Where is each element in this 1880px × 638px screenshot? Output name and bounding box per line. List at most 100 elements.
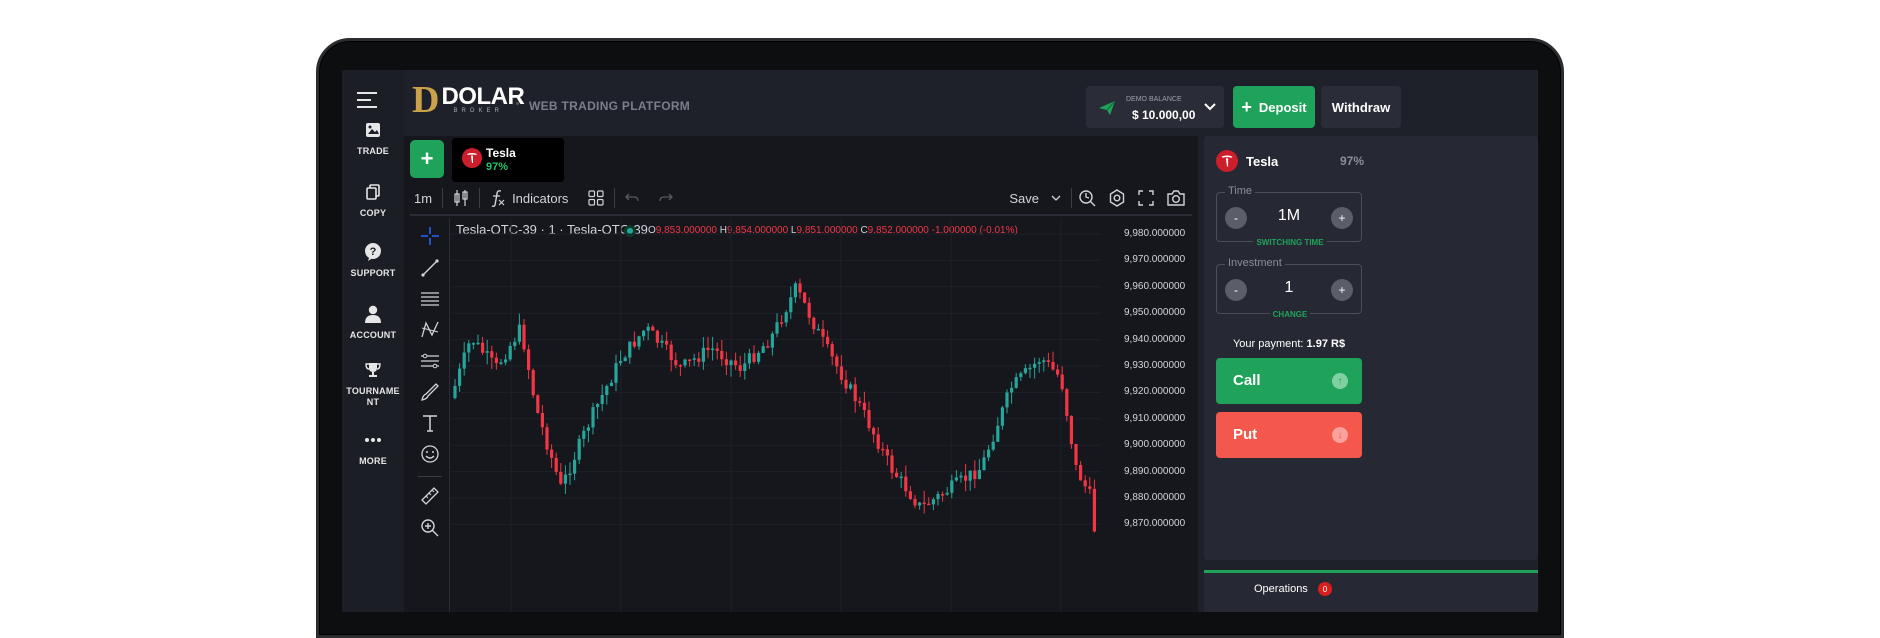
candle-body <box>701 347 705 362</box>
time-decrement-button[interactable]: - <box>1225 207 1247 229</box>
candle-body <box>490 351 494 358</box>
candle-body <box>844 379 848 389</box>
sidebar-item-copy[interactable]: COPY <box>342 182 404 219</box>
sidebar: TRADE COPY ? SUPPORT ACCOUNT TOURNAME NT… <box>342 70 404 612</box>
sidebar-item-support[interactable]: ? SUPPORT <box>342 242 404 279</box>
indicators-button[interactable]: Indicators <box>480 182 578 214</box>
candle-body <box>458 368 462 386</box>
templates-button[interactable] <box>578 182 614 214</box>
candle-body <box>1051 361 1055 370</box>
candle-body <box>904 476 908 492</box>
candle-body <box>628 341 632 358</box>
sidebar-item-label: COPY <box>359 208 387 218</box>
candle-body <box>724 359 728 366</box>
svg-text:?: ? <box>370 246 377 258</box>
fullscreen-button[interactable] <box>1132 182 1160 214</box>
zoom-in-icon[interactable] <box>420 518 440 538</box>
ruler-icon[interactable] <box>420 486 440 506</box>
brand-logo[interactable]: D DOLAR BROKER <box>412 81 525 119</box>
close-value: 9,852.000000 <box>867 225 929 236</box>
top-header: D DOLAR BROKER WEB TRADING PLATFORM DEMO… <box>404 70 1538 130</box>
balance-selector[interactable]: DEMO BALANCE $ 10.000,00 <box>1086 86 1224 128</box>
deposit-button[interactable]: + Deposit <box>1233 86 1315 128</box>
arrow-down-icon: ↓ <box>1332 427 1348 443</box>
screenshot-button[interactable] <box>1160 182 1192 214</box>
candle-body <box>715 348 719 351</box>
candle-body <box>660 340 664 343</box>
toolbar-divider <box>479 188 481 208</box>
asset-tab-tesla[interactable]: Tesla 97% <box>452 138 564 182</box>
candle-body <box>775 322 779 334</box>
candle-body <box>1056 369 1060 375</box>
put-button[interactable]: Put ↓ <box>1216 412 1362 458</box>
payment-value: 1.97 R$ <box>1306 338 1346 350</box>
candle-body <box>803 292 807 303</box>
candle-body <box>849 384 853 389</box>
investment-input[interactable] <box>1257 279 1321 297</box>
candle-body <box>945 492 949 495</box>
save-button[interactable]: Save <box>999 182 1071 214</box>
time-input[interactable] <box>1257 207 1321 225</box>
candle-body <box>536 395 540 414</box>
redo-button[interactable] <box>649 182 683 214</box>
pattern-icon[interactable] <box>420 320 440 340</box>
function-icon <box>491 190 505 207</box>
candle-body <box>655 330 659 343</box>
candle-type-button[interactable] <box>443 182 479 214</box>
candle-body <box>1088 486 1092 489</box>
toolbar-divider <box>614 188 616 208</box>
candlestick-chart[interactable] <box>451 218 1101 612</box>
investment-increment-button[interactable]: + <box>1331 279 1353 301</box>
balance-value: $ 10.000,00 <box>1132 108 1196 122</box>
text-tool-icon[interactable] <box>420 413 440 433</box>
sidebar-item-trade[interactable]: TRADE <box>342 120 404 157</box>
sidebar-item-tournament[interactable]: TOURNAME NT <box>342 360 404 408</box>
fib-lines-icon[interactable] <box>420 289 440 309</box>
investment-decrement-button[interactable]: - <box>1225 279 1247 301</box>
price-tick: 9,910.000000 <box>1124 413 1186 424</box>
undo-button[interactable] <box>615 182 649 214</box>
selected-asset-payout: 97% <box>1340 154 1365 168</box>
projection-icon[interactable] <box>420 351 440 371</box>
gear-icon <box>1109 189 1125 207</box>
interval-button[interactable]: 1m <box>410 182 442 214</box>
timer-search-icon <box>1079 190 1096 207</box>
call-button[interactable]: Call ↑ <box>1216 358 1362 404</box>
candle-body <box>623 357 627 362</box>
hamburger-menu-icon[interactable] <box>357 92 377 108</box>
candle-body <box>987 449 991 458</box>
payment-summary: Your payment: 1.97 R$ <box>1216 338 1362 350</box>
sidebar-item-more[interactable]: MORE <box>342 430 404 467</box>
candle-body <box>467 343 471 353</box>
price-axis[interactable]: 9,980.000000 9,970.000000 9,960.000000 9… <box>1104 218 1198 612</box>
trendline-icon[interactable] <box>420 258 440 278</box>
candle-body <box>545 427 549 450</box>
time-increment-button[interactable]: + <box>1331 207 1353 229</box>
settings-button[interactable] <box>1102 182 1132 214</box>
candle-body <box>881 448 885 451</box>
asset-payout: 97% <box>486 161 509 173</box>
candle-body <box>1028 367 1032 370</box>
quick-search-button[interactable] <box>1072 182 1102 214</box>
candle-body <box>563 474 567 484</box>
candle-body <box>481 342 485 353</box>
price-tick: 9,960.000000 <box>1124 281 1186 292</box>
brush-icon[interactable] <box>420 382 440 402</box>
crosshair-icon[interactable] <box>420 226 440 246</box>
switching-time-link[interactable]: SWITCHING TIME <box>1217 238 1363 247</box>
call-label: Call <box>1233 372 1261 389</box>
operations-tab[interactable]: Operations 0 <box>1204 570 1538 612</box>
withdraw-button[interactable]: Withdraw <box>1321 86 1401 128</box>
low-key: L <box>790 225 797 236</box>
change-link[interactable]: CHANGE <box>1217 310 1363 319</box>
sidebar-item-account[interactable]: ACCOUNT <box>342 304 404 341</box>
chart-symbol-legend: Tesla-OTC-39 · 1 · Tesla-OTC-39 <box>456 222 648 237</box>
price-tick: 9,880.000000 <box>1124 492 1186 503</box>
emoji-icon[interactable] <box>420 444 440 464</box>
add-asset-button[interactable]: + <box>410 140 444 178</box>
price-tick: 9,930.000000 <box>1124 360 1186 371</box>
candle-body <box>568 473 572 476</box>
candle-body <box>973 470 977 480</box>
candle-body <box>872 428 876 435</box>
candle-body <box>839 366 843 380</box>
